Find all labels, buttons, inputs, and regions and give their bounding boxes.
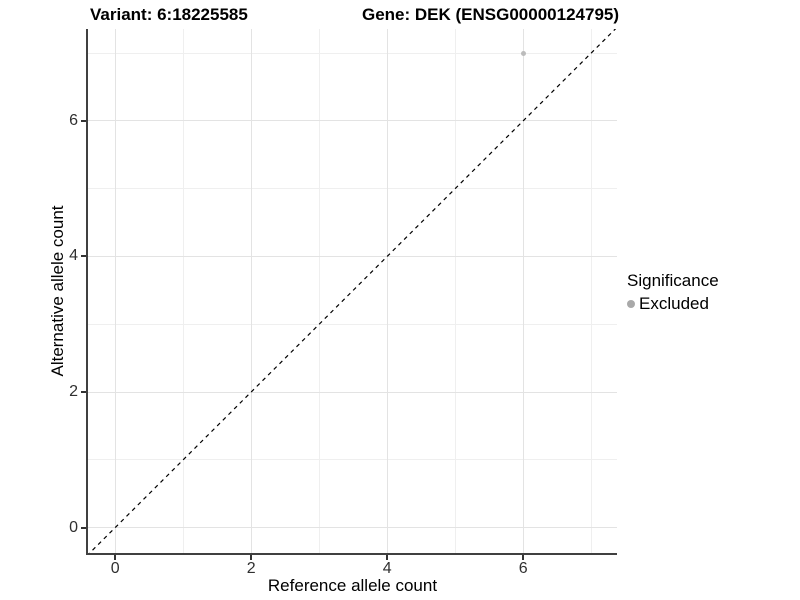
minor-gridline-vertical xyxy=(182,29,184,553)
major-gridline-horizontal xyxy=(88,527,617,529)
y-axis-tick xyxy=(81,255,86,258)
major-gridline-horizontal xyxy=(88,120,617,122)
x-tick-label: 4 xyxy=(382,560,392,577)
major-gridline-vertical xyxy=(386,29,388,553)
y-axis-title: Alternative allele count xyxy=(48,205,67,377)
x-tick-label: 6 xyxy=(518,560,528,577)
minor-gridline-vertical xyxy=(454,29,456,553)
minor-gridline-vertical xyxy=(590,29,592,553)
plot-title-variant: Variant: 6:18225585 xyxy=(90,5,248,24)
y-axis-tick xyxy=(81,526,86,529)
x-axis-tick xyxy=(114,555,117,560)
legend-point-icon xyxy=(627,300,635,308)
minor-gridline-vertical xyxy=(318,29,320,553)
minor-gridline-horizontal xyxy=(88,459,617,461)
minor-gridline-horizontal xyxy=(88,188,617,190)
identity-line xyxy=(88,29,617,553)
plot-panel xyxy=(88,29,617,553)
legend-item-label: Excluded xyxy=(639,294,709,313)
major-gridline-horizontal xyxy=(88,391,617,393)
plot-title-gene: Gene: DEK (ENSG00000124795) xyxy=(362,5,620,24)
data-point xyxy=(520,50,526,56)
x-axis-tick xyxy=(522,555,525,560)
legend-item-excluded: Excluded xyxy=(627,294,719,314)
x-axis-tick xyxy=(386,555,389,560)
y-axis-line xyxy=(86,29,88,555)
x-axis-tick xyxy=(250,555,253,560)
major-gridline-vertical xyxy=(522,29,524,553)
minor-gridline-horizontal xyxy=(88,52,617,54)
legend-title: Significance xyxy=(627,271,719,290)
minor-gridline-horizontal xyxy=(88,323,617,325)
x-axis-title: Reference allele count xyxy=(267,576,438,595)
y-axis-tick xyxy=(81,391,86,393)
legend: Significance Excluded xyxy=(627,271,719,314)
y-tick-label: 0 xyxy=(69,518,78,536)
x-axis-line xyxy=(86,553,617,555)
y-tick-label: 6 xyxy=(69,111,78,129)
x-tick-label: 0 xyxy=(110,560,120,577)
major-gridline-horizontal xyxy=(88,255,617,257)
major-gridline-vertical xyxy=(114,29,116,553)
y-axis-tick xyxy=(81,119,86,122)
x-tick-label: 2 xyxy=(246,560,256,577)
y-tick-label: 2 xyxy=(69,383,78,400)
major-gridline-vertical xyxy=(250,29,252,553)
y-tick-label: 4 xyxy=(69,247,78,265)
